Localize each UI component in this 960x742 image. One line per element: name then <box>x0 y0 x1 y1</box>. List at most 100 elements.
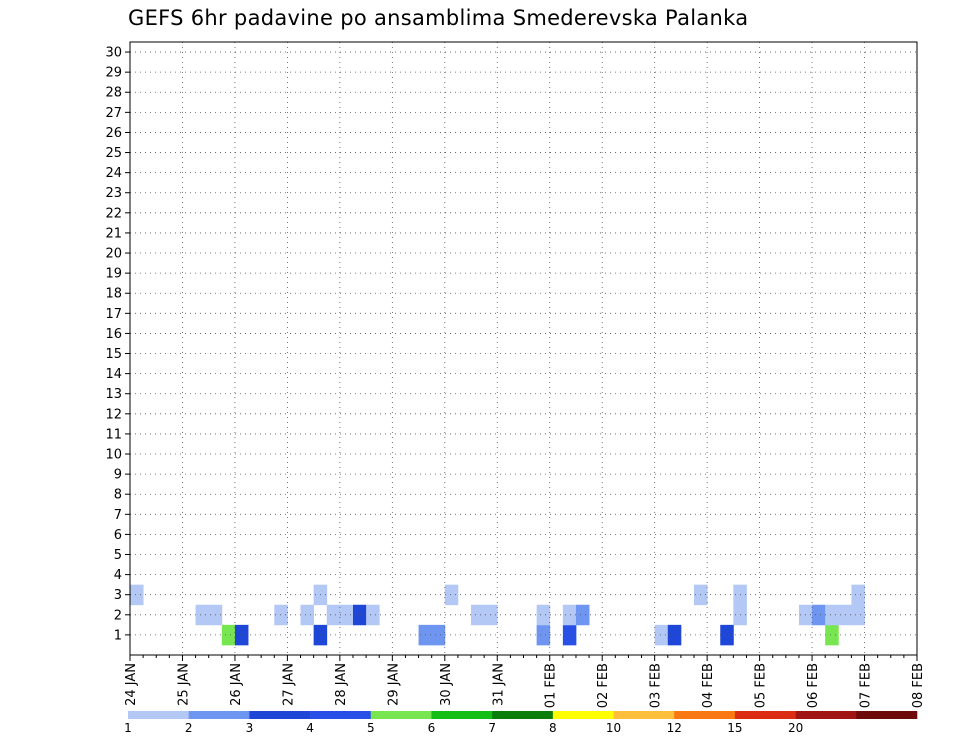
heatmap-cell <box>326 604 341 626</box>
x-tick-label: 04 FEB <box>701 663 716 708</box>
y-tick-label: 5 <box>114 548 122 563</box>
heatmap-cell <box>195 604 210 626</box>
y-tick-label: 15 <box>105 347 122 362</box>
y-tick-label: 2 <box>114 608 122 623</box>
legend-swatch <box>188 711 250 719</box>
legend-label: 6 <box>428 721 436 735</box>
x-tick-label: 25 JAN <box>176 663 191 706</box>
y-tick-label: 25 <box>105 146 122 161</box>
legend-swatch <box>249 711 311 719</box>
y-tick-label: 12 <box>105 407 122 422</box>
y-tick-label: 9 <box>114 468 122 483</box>
y-tick-label: 22 <box>105 206 122 221</box>
legend-label: 15 <box>727 721 742 735</box>
heatmap-cell <box>654 624 669 646</box>
y-tick-label: 18 <box>105 287 122 302</box>
legend-label: 5 <box>367 721 375 735</box>
legend-swatch <box>431 711 493 719</box>
legend-label: 12 <box>667 721 682 735</box>
legend-swatch <box>310 711 372 719</box>
y-tick-label: 14 <box>105 367 122 382</box>
legend-label: 10 <box>606 721 621 735</box>
x-tick-label: 06 FEB <box>806 663 821 708</box>
x-tick-label: 30 JAN <box>439 663 454 706</box>
heatmap-cell <box>274 604 288 626</box>
y-tick-label: 28 <box>105 86 122 101</box>
y-tick-label: 7 <box>114 508 122 523</box>
heatmap-cell <box>575 604 590 626</box>
legend-swatch <box>370 711 432 719</box>
heatmap-cell <box>667 624 682 646</box>
heatmap-cell <box>536 604 551 626</box>
y-tick-label: 24 <box>105 166 122 181</box>
heatmap-cell <box>720 624 734 646</box>
y-tick-label: 10 <box>105 448 122 463</box>
y-tick-label: 1 <box>114 628 122 643</box>
heatmap-cell <box>234 624 249 646</box>
legend-label: 2 <box>185 721 193 735</box>
x-tick-label: 31 JAN <box>491 663 506 706</box>
y-tick-label: 20 <box>105 247 122 262</box>
heatmap-cell <box>221 624 236 646</box>
heatmap-cell <box>300 604 315 626</box>
x-tick-label: 29 JAN <box>386 663 401 706</box>
chart-title: GEFS 6hr padavine po ansamblima Smederev… <box>128 6 749 30</box>
y-tick-label: 21 <box>105 226 122 241</box>
x-tick-label: 28 JAN <box>334 663 349 706</box>
y-tick-label: 3 <box>114 588 122 603</box>
legend-swatch <box>128 711 189 719</box>
legend-swatch <box>552 711 614 719</box>
legend-swatch <box>734 711 796 719</box>
heatmap-cell <box>825 624 839 646</box>
legend-label: 4 <box>306 721 314 735</box>
y-tick-label: 4 <box>114 568 122 583</box>
heatmap-cell <box>339 604 354 626</box>
legend-swatch <box>613 711 675 719</box>
x-tick-label: 08 FEB <box>911 663 926 708</box>
legend-swatch <box>492 711 554 719</box>
heatmap-cell <box>431 624 446 646</box>
x-tick-label: 01 FEB <box>544 663 559 708</box>
y-tick-label: 30 <box>105 46 122 61</box>
heatmap-cell <box>825 604 839 626</box>
heatmap-cell <box>352 604 367 626</box>
x-tick-label: 02 FEB <box>596 663 611 708</box>
y-tick-label: 13 <box>105 387 122 402</box>
heatmap-cell <box>812 604 826 626</box>
y-tick-label: 11 <box>105 427 122 442</box>
heatmap-cell <box>562 604 577 626</box>
legend-label: 7 <box>488 721 496 735</box>
y-tick-label: 23 <box>105 186 122 201</box>
y-tick-label: 26 <box>105 126 122 141</box>
heatmap-cell <box>851 604 865 626</box>
x-tick-label: 27 JAN <box>281 663 296 706</box>
y-tick-label: 29 <box>105 66 122 81</box>
legend-swatch <box>795 711 857 719</box>
heatmap-cell <box>130 584 144 606</box>
y-tick-label: 16 <box>105 327 122 342</box>
legend-label: 1 <box>124 721 132 735</box>
x-tick-label: 05 FEB <box>754 663 769 708</box>
heatmap-cell <box>562 624 577 646</box>
legend-label: 3 <box>246 721 254 735</box>
heatmap-cell <box>851 584 865 606</box>
y-tick-label: 6 <box>114 528 122 543</box>
y-tick-label: 17 <box>105 307 122 322</box>
x-tick-label: 07 FEB <box>859 663 874 708</box>
legend-label: 20 <box>788 721 803 735</box>
heatmap-cell <box>536 624 551 646</box>
y-tick-label: 27 <box>105 106 122 121</box>
legend-swatch <box>674 711 736 719</box>
heatmap-cell <box>444 584 459 606</box>
x-tick-label: 26 JAN <box>229 663 244 706</box>
y-tick-label: 8 <box>114 488 122 503</box>
heatmap-cell <box>471 604 485 626</box>
y-tick-label: 19 <box>105 267 122 282</box>
legend-swatch <box>856 711 918 719</box>
heatmap-cell <box>366 604 380 626</box>
x-tick-label: 03 FEB <box>649 663 664 708</box>
plot-area <box>130 42 917 655</box>
x-tick-label: 24 JAN <box>124 663 139 706</box>
legend-label: 8 <box>549 721 557 735</box>
